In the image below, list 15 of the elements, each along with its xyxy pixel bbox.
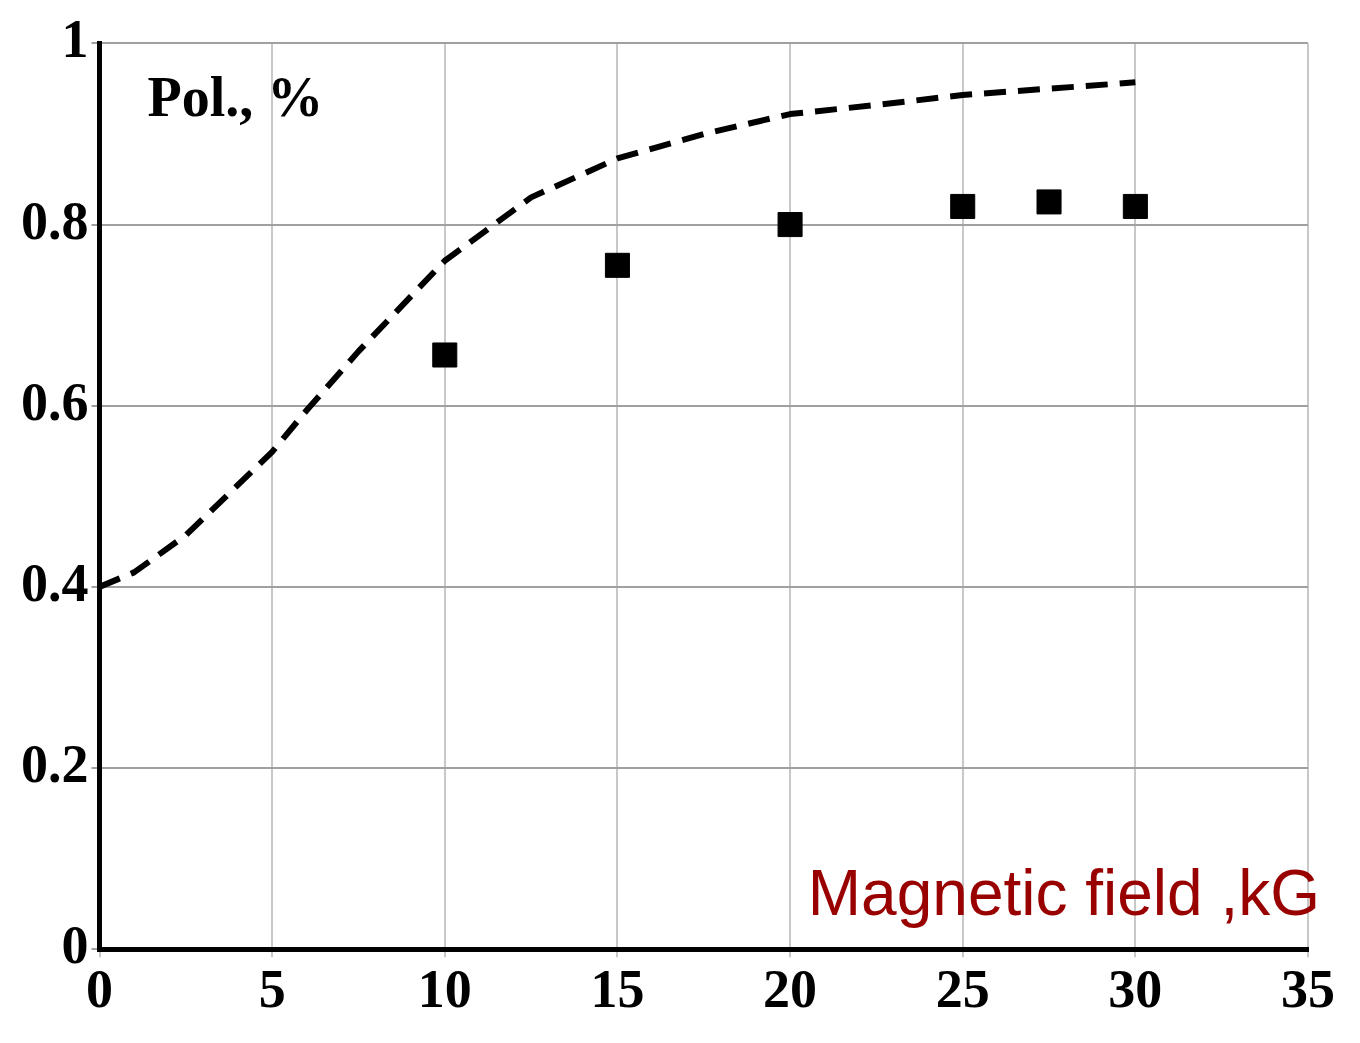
x-tick-label: 35 [1281,958,1335,1019]
y-tick-label: 0.4 [21,552,89,613]
x-tick-label: 15 [590,958,645,1019]
y-tick-label: 0.6 [21,371,89,432]
x-tick-label: 30 [1108,958,1163,1019]
x-axis-title: Magnetic field ,kG [807,856,1320,929]
x-tick-label: 5 [258,958,286,1019]
y-tick-label: 1 [61,9,89,70]
x-tick-label: 10 [417,958,472,1019]
y-tick-label: 0 [61,915,89,976]
x-tick-label: 25 [935,958,990,1019]
y-tick-label: 0.8 [21,190,89,251]
x-tick-label: 20 [763,958,818,1019]
y-axis-title: Pol., % [147,65,324,128]
y-tick-label: 0.2 [21,733,89,794]
